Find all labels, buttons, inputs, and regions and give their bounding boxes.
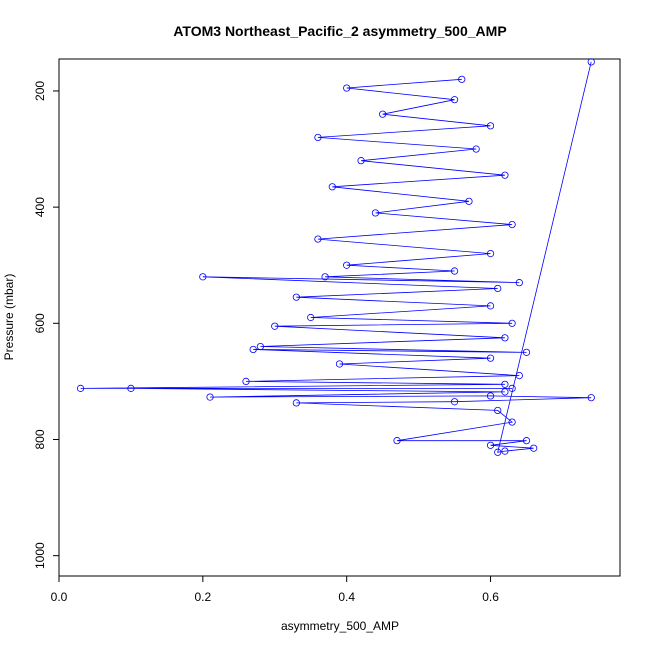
data-point xyxy=(515,279,523,287)
data-point xyxy=(501,171,509,179)
data-point xyxy=(486,302,495,310)
data-point xyxy=(587,394,595,402)
data-point xyxy=(494,448,502,456)
y-tick-label: 200 xyxy=(33,81,47,101)
data-point xyxy=(335,360,344,368)
x-axis-label: asymmetry_500_AMP xyxy=(281,619,399,633)
y-tick-label: 400 xyxy=(33,197,47,217)
data-point xyxy=(501,334,509,342)
data-point xyxy=(206,393,214,401)
data-point xyxy=(307,313,315,322)
data-point xyxy=(127,384,135,392)
data-point xyxy=(501,388,509,396)
data-point xyxy=(379,110,387,118)
data-series xyxy=(76,58,595,456)
plot-area xyxy=(58,58,621,577)
x-axis: 0.0 0.2 0.4 0.6 xyxy=(51,575,499,604)
data-point xyxy=(199,273,207,281)
y-tick-label: 1000 xyxy=(33,542,47,569)
data-point xyxy=(343,84,351,92)
data-point xyxy=(587,58,595,66)
data-point xyxy=(314,133,322,142)
data-point xyxy=(314,235,322,243)
data-point xyxy=(530,444,538,452)
data-point xyxy=(371,209,380,217)
x-tick-label: 0.2 xyxy=(195,590,212,604)
data-point xyxy=(271,322,279,330)
series-line xyxy=(80,61,592,453)
data-point xyxy=(486,354,495,362)
data-point xyxy=(256,342,264,351)
x-tick-label: 0.4 xyxy=(338,590,355,604)
y-tick-label: 600 xyxy=(33,313,47,333)
data-point xyxy=(522,437,531,445)
data-point xyxy=(458,75,466,83)
data-point xyxy=(508,418,516,426)
data-point xyxy=(450,267,459,275)
data-point xyxy=(501,447,509,455)
data-point xyxy=(328,183,336,191)
data-point xyxy=(450,398,459,406)
data-point xyxy=(357,157,365,165)
data-point xyxy=(450,96,459,104)
data-point xyxy=(515,371,523,380)
x-tick-label: 0.6 xyxy=(482,590,499,604)
data-point xyxy=(501,380,509,388)
data-point xyxy=(494,284,502,293)
data-point xyxy=(343,261,351,269)
y-axis: 200 400 600 800 1000 xyxy=(33,81,60,569)
y-tick-label: 800 xyxy=(33,429,47,449)
y-axis-label: Pressure (mbar) xyxy=(2,274,16,361)
data-point xyxy=(522,348,531,356)
data-point xyxy=(472,145,480,153)
data-point xyxy=(494,406,502,415)
chart-title: ATOM3 Northeast_Pacific_2 asymmetry_500_… xyxy=(173,23,506,39)
data-point xyxy=(508,319,516,327)
data-point xyxy=(292,293,300,301)
data-point xyxy=(486,392,495,400)
data-point xyxy=(508,220,516,229)
data-point xyxy=(292,399,300,407)
x-tick-label: 0.0 xyxy=(51,590,68,604)
data-point xyxy=(321,273,329,281)
data-point xyxy=(465,197,473,205)
data-point xyxy=(76,384,85,392)
data-point xyxy=(486,250,495,258)
data-point xyxy=(486,441,495,449)
data-point xyxy=(242,377,250,385)
data-point xyxy=(393,437,401,445)
data-point xyxy=(249,345,257,354)
data-point xyxy=(508,384,516,392)
data-point xyxy=(486,122,495,130)
